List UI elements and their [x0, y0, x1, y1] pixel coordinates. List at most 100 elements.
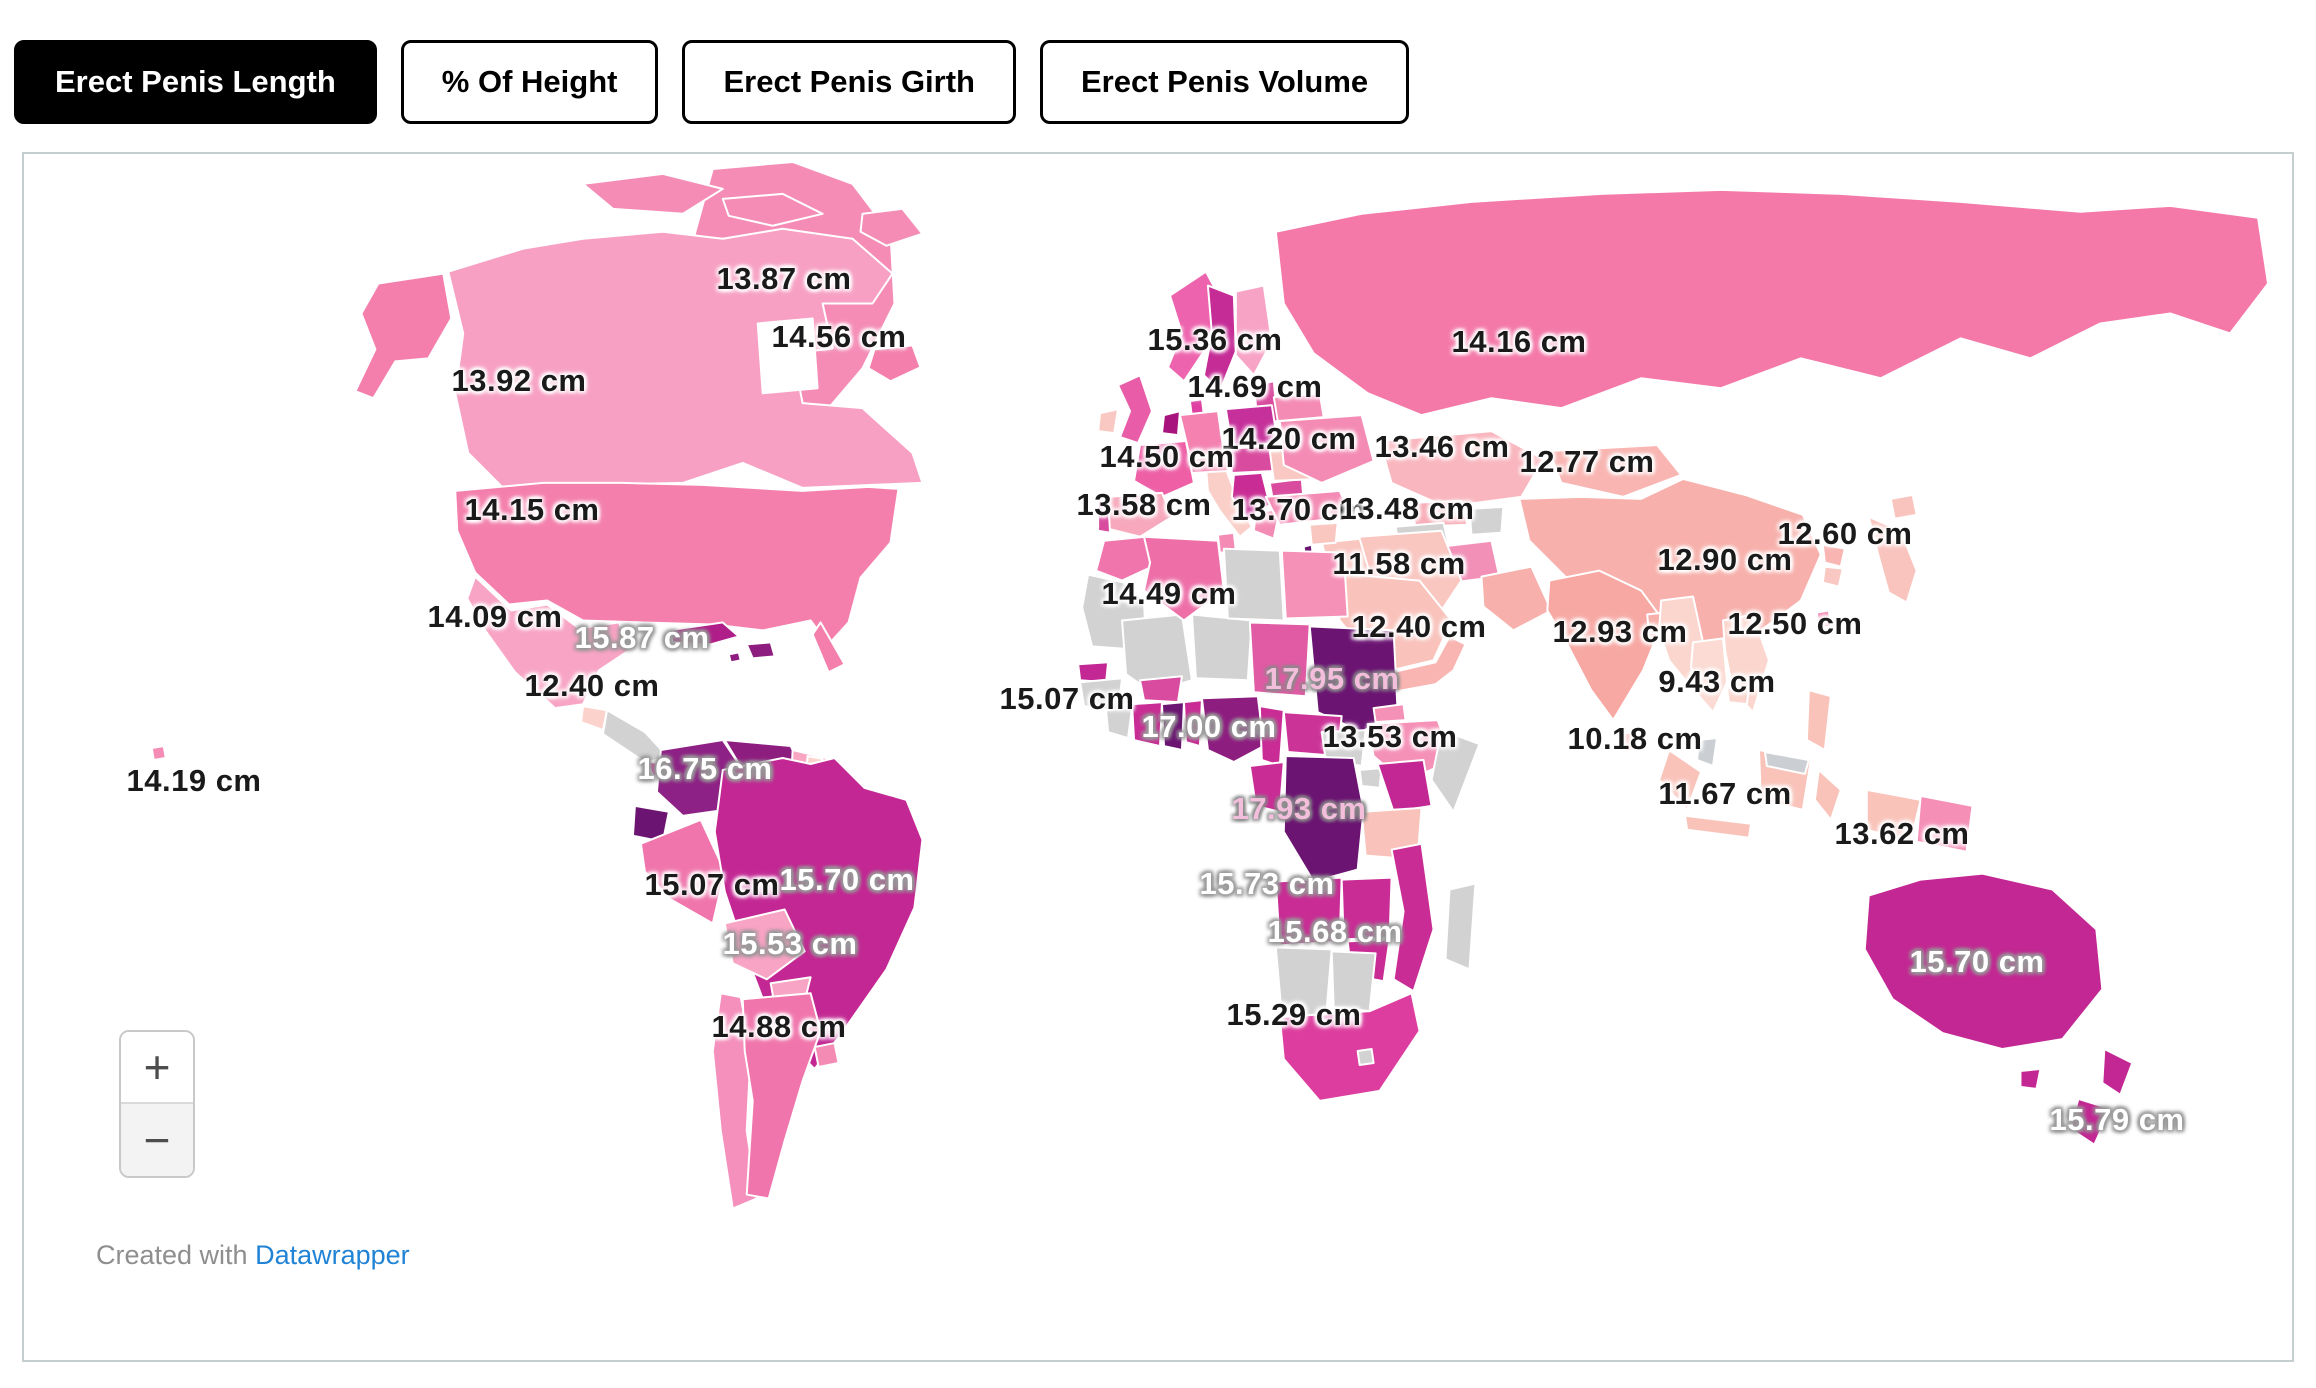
- country-chad: [1248, 621, 1311, 698]
- country-malaysia: [1696, 737, 1719, 767]
- country-botswana: [1330, 950, 1377, 1013]
- country-sri-lanka: [1618, 731, 1637, 754]
- country-lesotho: [1356, 1048, 1375, 1066]
- country-czech-hungary: [1228, 444, 1277, 474]
- country-south-africa: [1278, 992, 1421, 1102]
- map-countries: [150, 160, 2270, 1210]
- indonesia-java: [1684, 814, 1752, 839]
- country-bolivia: [723, 908, 806, 981]
- country-poland: [1224, 404, 1279, 449]
- country-uruguay: [813, 1042, 840, 1068]
- country-cameroon: [1258, 705, 1285, 767]
- zoom-out-button[interactable]: −: [121, 1104, 193, 1176]
- tab-erect-penis-volume[interactable]: Erect Penis Volume: [1040, 40, 1410, 124]
- country-saudi-arabia: [1328, 571, 1453, 674]
- country-belarus: [1272, 392, 1325, 423]
- country-mexico: [466, 575, 630, 710]
- country-niger: [1190, 613, 1253, 682]
- country-libya: [1222, 547, 1285, 622]
- country-gabon-congo: [1248, 760, 1285, 813]
- country-nicaragua-honduras: [601, 709, 670, 763]
- country-finland: [1234, 284, 1273, 377]
- country-jamaica: [727, 651, 742, 664]
- new-zealand-south-island: [2069, 1097, 2112, 1146]
- zoom-in-button[interactable]: +: [121, 1032, 193, 1104]
- country-namibia: [1274, 946, 1333, 1023]
- country-philippines: [1805, 689, 1832, 752]
- country-pakistan: [1480, 565, 1553, 632]
- country-ukraine: [1278, 414, 1375, 484]
- country-guatemala: [580, 705, 608, 732]
- country-france: [1133, 440, 1195, 498]
- country-netherlands: [1160, 410, 1181, 437]
- country-thailand: [1690, 637, 1728, 714]
- map-card: 13.87 cm 14.56 cm 13.92 cm 14.15 cm 14.09 cm…: [22, 152, 2294, 1362]
- country-nigeria: [1200, 695, 1265, 763]
- country-papua-new-guinea: [1915, 794, 1974, 853]
- country-yemen-oman: [1382, 635, 1467, 694]
- canada-arctic-island: [859, 207, 924, 247]
- country-ghana: [1160, 701, 1185, 752]
- indonesia-west-papua: [1865, 788, 1922, 843]
- metric-tab-row: Erect Penis Length % Of Height Erect Penis…: [14, 40, 1410, 124]
- attribution-prefix: Created with: [96, 1240, 256, 1270]
- country-zambia: [1340, 876, 1393, 941]
- tab--of-height[interactable]: % Of Height: [400, 40, 659, 124]
- country-ireland: [1097, 408, 1120, 435]
- country-australia: [1863, 872, 2104, 1051]
- country-hispaniola: [745, 641, 776, 660]
- country-portugal: [1097, 497, 1112, 534]
- new-zealand-north-island: [2101, 1048, 2134, 1096]
- country-kazakhstan: [1378, 430, 1545, 508]
- country-italy: [1204, 465, 1253, 538]
- country-south-korea: [1821, 565, 1844, 588]
- japan-hokkaido: [1889, 493, 1918, 520]
- country-peru: [639, 818, 726, 925]
- country-cambodia: [1725, 685, 1750, 706]
- country-taiwan: [1815, 609, 1832, 630]
- country-russia: [1274, 188, 2270, 417]
- country-sierra-leone-liberia: [1105, 707, 1134, 740]
- country-cuba: [667, 621, 740, 646]
- hudson-bay: [756, 317, 819, 395]
- indonesia-sumatra: [1658, 749, 1703, 811]
- country-japan: [1867, 515, 1918, 604]
- tab-erect-penis-girth[interactable]: Erect Penis Girth: [682, 40, 1016, 124]
- canada-arctic-island: [721, 192, 824, 227]
- country-guinea: [1079, 677, 1124, 714]
- canada-arctic-island: [582, 172, 724, 215]
- country-india: [1546, 569, 1665, 722]
- country-syria: [1308, 521, 1339, 546]
- country-north-korea: [1821, 543, 1846, 568]
- country-spain: [1107, 491, 1173, 538]
- country-iceland: [867, 344, 922, 383]
- country-angola: [1274, 876, 1343, 947]
- attribution: Created with Datawrapper: [96, 1240, 410, 1271]
- country-egypt: [1280, 549, 1349, 620]
- tab-erect-penis-length[interactable]: Erect Penis Length: [14, 40, 377, 124]
- country-eritrea: [1372, 703, 1407, 724]
- country-morocco: [1095, 535, 1154, 582]
- country-sweden: [1202, 284, 1237, 393]
- indonesia-sulawesi: [1813, 768, 1842, 821]
- country-uk: [1117, 374, 1154, 445]
- country-togo-benin: [1182, 699, 1203, 748]
- country-algeria: [1143, 535, 1225, 622]
- country-kenya: [1376, 758, 1433, 813]
- country-madagascar: [1444, 882, 1477, 971]
- hawaii: [150, 745, 167, 761]
- country-somalia: [1430, 729, 1481, 813]
- country-ivory-coast: [1131, 701, 1163, 748]
- country-dr-congo: [1282, 755, 1365, 883]
- datawrapper-link[interactable]: Datawrapper: [255, 1240, 410, 1270]
- usa-florida: [811, 621, 846, 674]
- country-mongolia: [1548, 444, 1683, 498]
- country-burkina-faso: [1139, 675, 1183, 704]
- country-argentina: [741, 992, 822, 1200]
- country-austria-swiss: [1188, 454, 1229, 474]
- country-alaska: [354, 272, 453, 400]
- world-choropleth-map[interactable]: [24, 154, 2292, 1360]
- country-uzbekistan: [1408, 499, 1469, 528]
- country-turkey: [1264, 489, 1353, 526]
- country-uganda: [1358, 766, 1383, 789]
